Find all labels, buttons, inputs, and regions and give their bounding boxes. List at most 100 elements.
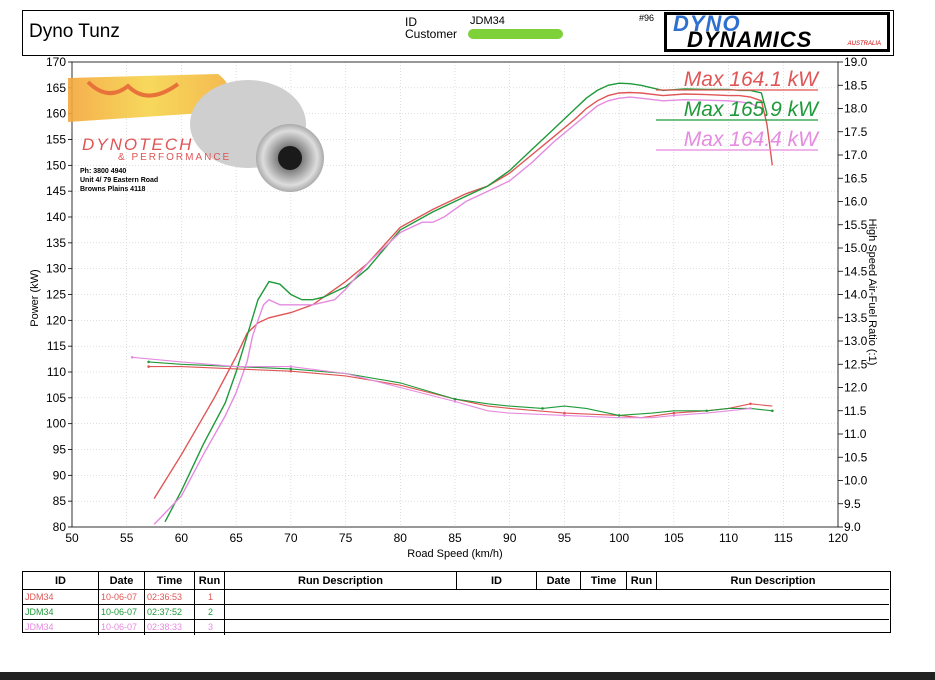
afr-point-run-1: [672, 411, 676, 415]
x-tick-label: 75: [339, 531, 353, 545]
dynotech-logo: DYNOTECH & PERFORMANCE: [68, 72, 336, 200]
row1-id: JDM34: [23, 590, 99, 605]
dynotech-phone: Ph: 3800 4940: [80, 168, 127, 175]
y-tick-label: 140: [46, 210, 66, 224]
afr-point-run-3: [453, 400, 457, 403]
afr-point-run-3: [289, 365, 293, 368]
afr-point-run-2: [289, 367, 293, 371]
row1-run: 1: [195, 590, 225, 605]
y-tick-label: 150: [46, 158, 66, 172]
y2-tick-label: 13.5: [844, 311, 868, 325]
x-tick-label: 80: [394, 531, 408, 545]
afr-point-run-1: [563, 411, 566, 415]
x-tick-label: 115: [774, 531, 793, 545]
dynotech-address-line1: Unit 4/ 79 Eastern Road: [80, 177, 159, 184]
col-header-date: Date: [99, 572, 145, 590]
x-tick-label: 100: [609, 531, 629, 545]
col-header-run-2: Run: [627, 572, 657, 590]
y-axis-label: Power (kW): [29, 269, 41, 326]
afr-point-run-3: [749, 407, 752, 410]
afr-point-run-2: [705, 409, 708, 413]
dynotech-address-line2: Browns Plains 4118: [80, 186, 146, 193]
row2-run: 2: [195, 605, 225, 620]
x-tick-label: 70: [284, 531, 298, 545]
y2-tick-label: 15.5: [844, 218, 868, 232]
afr-point-run-2: [453, 397, 457, 401]
col-header-desc: Run Description: [225, 572, 457, 590]
power-line-run-1: [153, 91, 773, 499]
y-tick-label: 170: [46, 55, 66, 69]
y-tick-label: 95: [53, 443, 67, 457]
app-title: Dyno Tunz: [29, 21, 120, 42]
y2-tick-label: 14.0: [844, 288, 868, 302]
afr-point-run-1: [289, 369, 293, 373]
row2-id: JDM34: [23, 605, 99, 620]
dynotech-sub: & PERFORMANCE: [118, 152, 231, 163]
afr-point-run-2: [617, 414, 621, 417]
y2-tick-label: 11.0: [844, 427, 867, 441]
row2-date: 10-06-07: [99, 605, 145, 620]
scan-edge: [0, 672, 935, 680]
y-tick-label: 155: [46, 133, 66, 147]
run-table: ID Date Time Run Run Description ID Date…: [22, 571, 891, 635]
y-tick-label: 125: [46, 288, 66, 302]
afr-point-run-2: [147, 360, 150, 364]
y2-tick-label: 19.0: [844, 55, 868, 69]
flame-graphic: [68, 74, 229, 122]
x-tick-label: 95: [558, 531, 572, 545]
y2-tick-label: 16.5: [844, 171, 868, 185]
x-axis-label: Road Speed (km/h): [407, 548, 502, 560]
y-tick-label: 145: [46, 184, 66, 198]
row1-time: 02:36:53: [145, 590, 195, 605]
dynotech-address: Ph: 3800 4940 Unit 4/ 79 Eastern Road Br…: [80, 167, 158, 194]
row1-date: 10-06-07: [99, 590, 145, 605]
afr-point-run-2: [771, 409, 774, 413]
y2-tick-label: 14.5: [844, 264, 868, 278]
y-tick-label: 165: [46, 81, 66, 95]
report-header: Dyno Tunz ID JDM34 Customer #96 DYNO DYN…: [22, 10, 894, 56]
y2-tick-label: 18.5: [844, 78, 868, 92]
row1-desc: [225, 590, 889, 605]
row2-desc: [225, 605, 889, 620]
row3-run: 3: [195, 620, 225, 635]
legend-entry-2: Max 165.9 kW: [684, 98, 820, 121]
afr-point-run-3: [563, 414, 566, 417]
row3-id: JDM34: [23, 620, 99, 635]
axis-ticks: 50 55 60 65 70 75 80 85 90 95 100 105 110 115 120 80 85 9…: [46, 55, 868, 545]
y2-tick-label: 15.0: [844, 241, 868, 255]
col-header-id-2: ID: [457, 572, 537, 590]
y-tick-label: 115: [47, 339, 66, 353]
y2-tick-label: 12.5: [844, 357, 868, 371]
afr-line-run-3: [132, 356, 751, 419]
afr-point-run-3: [672, 414, 676, 417]
y2-axis-label: High Speed Air-Fuel Ratio (:1): [866, 219, 878, 366]
x-tick-label: 65: [229, 531, 243, 545]
legend-entry-3: Max 164.4 kW: [684, 128, 820, 151]
y2-tick-label: 18.0: [844, 102, 868, 116]
col-header-time: Time: [145, 572, 195, 590]
y-tick-label: 160: [46, 107, 66, 121]
y2-tick-label: 13.0: [844, 334, 868, 348]
y2-tick-label: 9.5: [844, 497, 861, 511]
x-tick-label: 85: [448, 531, 462, 545]
series-group: [130, 82, 774, 525]
afr-point-run-3: [130, 355, 134, 359]
col-header-time-2: Time: [581, 572, 627, 590]
col-header-date-2: Date: [537, 572, 581, 590]
afr-line-run-2: [148, 361, 773, 416]
y-tick-label: 85: [53, 494, 67, 508]
dynotech-brand: DYNOTECH: [82, 135, 193, 154]
customer-redacted-bar: [468, 29, 563, 39]
logo-bottom-text: DYNAMICS: [687, 27, 813, 52]
y2-tick-label: 11.5: [844, 404, 867, 418]
y2-tick-label: 12.0: [844, 381, 868, 395]
sheet-number: #96: [639, 13, 655, 23]
col-header-run: Run: [195, 572, 225, 590]
y-tick-label: 80: [53, 520, 67, 534]
y-tick-label: 100: [46, 417, 66, 431]
y-tick-label: 90: [53, 468, 67, 482]
y2-tick-label: 9.0: [844, 520, 861, 534]
afr-point-run-2: [541, 407, 544, 410]
id-label: ID: [405, 15, 417, 29]
